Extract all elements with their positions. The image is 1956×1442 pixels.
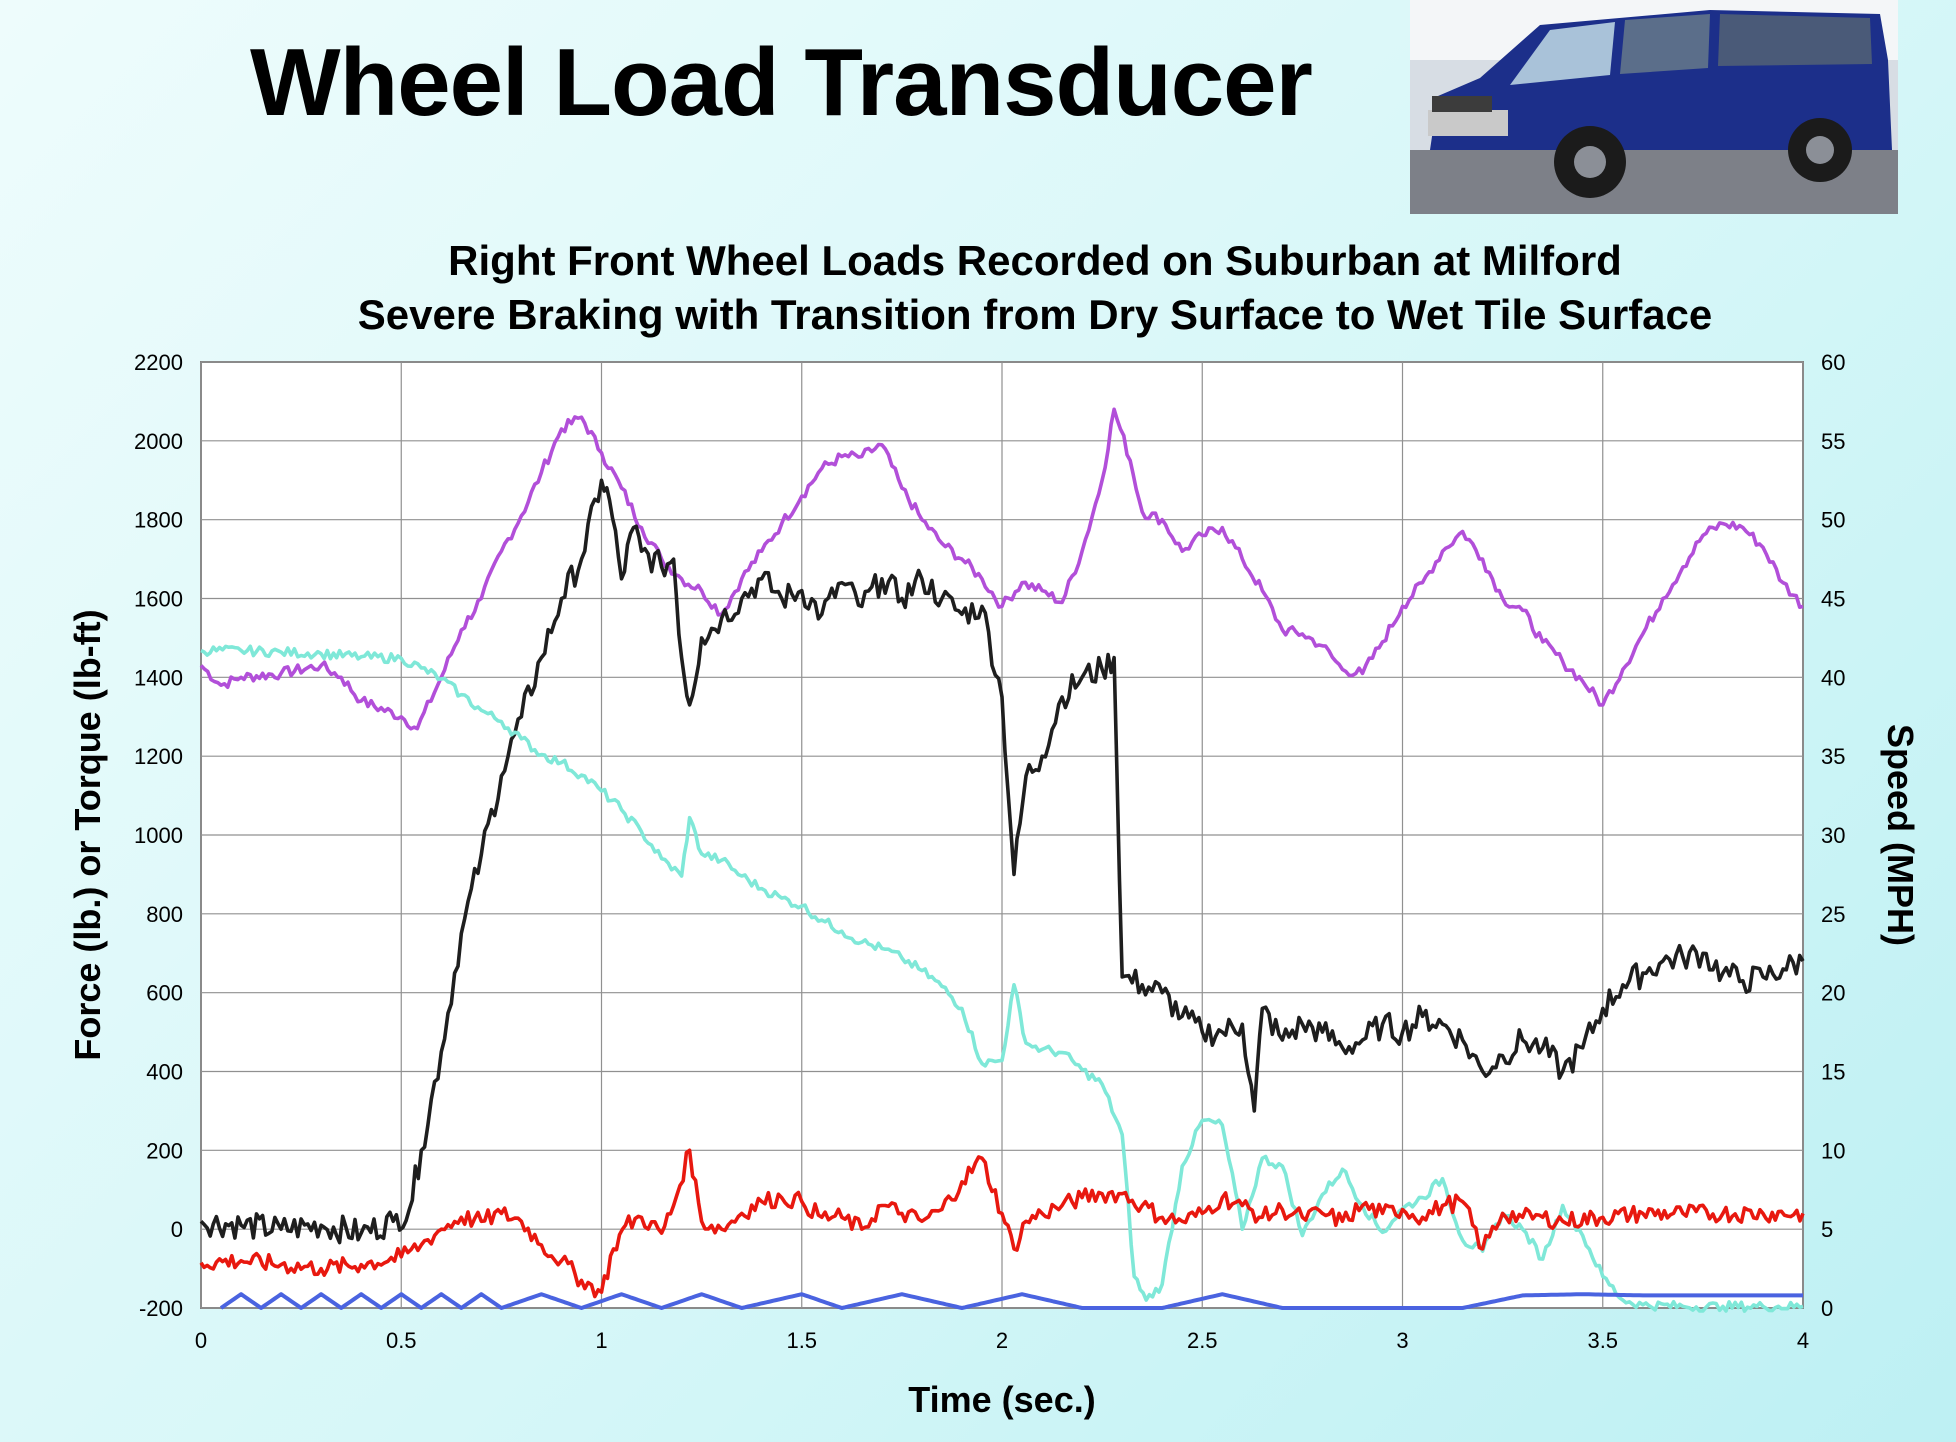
y-tick-label: 2200: [134, 350, 183, 375]
x-tick-label: 2.5: [1187, 1328, 1218, 1353]
chart-title: Right Front Wheel Loads Recorded on Subu…: [200, 234, 1870, 342]
x-tick-label: 1: [595, 1328, 607, 1353]
y-tick-label: 800: [146, 902, 183, 927]
tick-labels: 0 0.5 1 1.5 2 2.5 3 3.5 4-2000200400600800100012…: [134, 350, 1845, 1353]
x-tick-label: 0: [195, 1328, 207, 1353]
y2-tick-label: 30: [1821, 823, 1845, 848]
series-line-3: [200, 644, 1804, 1313]
blue-suv-photo: [1410, 0, 1898, 214]
x-axis-title: Time (sec.): [908, 1379, 1095, 1420]
series-layer: [199, 407, 1805, 1313]
series-line-1: [199, 407, 1804, 731]
series-line-2: [199, 478, 1805, 1245]
y-tick-label: 0: [171, 1217, 183, 1242]
x-tick-label: 1.5: [786, 1328, 817, 1353]
y2-axis-title: Speed (MPH): [1880, 724, 1921, 946]
x-tick-label: 3.5: [1587, 1328, 1618, 1353]
y-tick-label: -200: [139, 1296, 183, 1321]
y-tick-label: 1000: [134, 823, 183, 848]
x-tick-label: 0.5: [386, 1328, 417, 1353]
y2-tick-label: 5: [1821, 1217, 1833, 1242]
y2-tick-label: 15: [1821, 1060, 1845, 1085]
y-axis-title: Force (lb.) or Torque (lb-ft): [67, 609, 108, 1060]
y2-tick-label: 40: [1821, 665, 1845, 690]
y2-tick-label: 50: [1821, 508, 1845, 533]
y-tick-label: 1200: [134, 744, 183, 769]
y2-tick-label: 45: [1821, 587, 1845, 612]
y2-tick-label: 60: [1821, 350, 1845, 375]
x-tick-label: 4: [1797, 1328, 1809, 1353]
chart-title-line-1: Right Front Wheel Loads Recorded on Subu…: [448, 237, 1622, 284]
y2-tick-label: 10: [1821, 1138, 1845, 1163]
series-line-4: [199, 1148, 1805, 1299]
y-tick-label: 1400: [134, 665, 183, 690]
grid-lines: [200, 361, 1804, 1309]
y2-tick-label: 0: [1821, 1296, 1833, 1321]
x-tick-label: 2: [996, 1328, 1008, 1353]
y2-tick-label: 55: [1821, 429, 1845, 454]
y2-tick-label: 35: [1821, 744, 1845, 769]
y-tick-label: 2000: [134, 429, 183, 454]
y2-tick-label: 20: [1821, 981, 1845, 1006]
y-tick-label: 1600: [134, 587, 183, 612]
y-tick-label: 400: [146, 1060, 183, 1085]
y2-tick-label: 25: [1821, 902, 1845, 927]
y-tick-label: 200: [146, 1138, 183, 1163]
y-tick-label: 600: [146, 981, 183, 1006]
chart-title-line-2: Severe Braking with Transition from Dry …: [357, 291, 1713, 338]
series-line-5: [219, 1292, 1803, 1310]
x-tick-label: 3: [1396, 1328, 1408, 1353]
slide-title: Wheel Load Transducer: [250, 29, 1313, 136]
y-tick-label: 1800: [134, 508, 183, 533]
